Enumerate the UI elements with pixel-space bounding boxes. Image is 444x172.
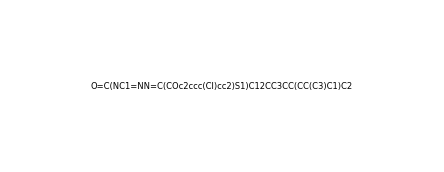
Text: O=C(NC1=NN=C(COc2ccc(Cl)cc2)S1)C12CC3CC(CC(C3)C1)C2: O=C(NC1=NN=C(COc2ccc(Cl)cc2)S1)C12CC3CC(… bbox=[91, 82, 353, 90]
